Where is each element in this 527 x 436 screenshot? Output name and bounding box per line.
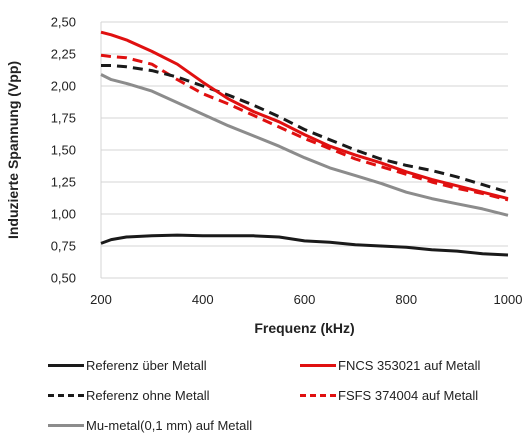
series-line-0 <box>100 233 509 257</box>
legend-label: FNCS 353021 auf Metall <box>338 358 481 373</box>
legend: Referenz über Metall FNCS 353021 auf Met… <box>0 350 527 436</box>
x-tick-label: 400 <box>192 292 214 307</box>
legend-label: Referenz über Metall <box>86 358 207 373</box>
legend-swatch <box>48 364 84 367</box>
y-tick-label: 0,50 <box>51 271 76 286</box>
chart: 0,50 0,75 1,00 1,25 1,50 1,75 2,00 2,25 2,50 200… <box>5 15 522 337</box>
legend-item-fncs-353021: FNCS 353021 auf Metall <box>300 358 480 373</box>
x-tick-label: 600 <box>294 292 316 307</box>
y-tick-label: 0,75 <box>51 239 76 254</box>
series-line-4 <box>100 73 509 217</box>
legend-label: Referenz ohne Metall <box>86 388 210 403</box>
series-lines <box>100 30 509 257</box>
x-axis-title: Frequenz (kHz) <box>254 320 354 336</box>
y-tick-label: 1,25 <box>51 175 76 190</box>
legend-swatch <box>300 394 336 397</box>
series-line-3 <box>100 53 509 202</box>
legend-item-mu-metal: Mu-metal(0,1 mm) auf Metall <box>48 418 252 433</box>
gridlines <box>100 21 508 279</box>
y-tick-label: 1,00 <box>51 207 76 222</box>
legend-swatch <box>48 394 84 397</box>
legend-label: Mu-metal(0,1 mm) auf Metall <box>86 418 253 433</box>
legend-swatch <box>300 364 336 367</box>
y-tick-label: 1,75 <box>51 111 76 126</box>
y-tick-label: 2,50 <box>51 15 76 30</box>
legend-item-fsfs-374004: FSFS 374004 auf Metall <box>300 388 478 403</box>
y-tick-label: 1,50 <box>51 143 76 158</box>
legend-item-referenz-ohne-metall: Referenz ohne Metall <box>48 388 210 403</box>
y-tick-label: 2,00 <box>51 79 76 94</box>
x-tick-labels: 200 400 600 800 1000 <box>90 292 522 307</box>
x-tick-label: 1000 <box>494 292 523 307</box>
legend-label: FSFS 374004 auf Metall <box>338 388 479 403</box>
series-line-2 <box>101 64 509 194</box>
series-line-1 <box>100 30 509 201</box>
legend-item-referenz-ueber-metall: Referenz über Metall <box>48 358 207 373</box>
y-axis-title: Induzierte Spannung (Vpp) <box>5 61 21 239</box>
x-tick-label: 200 <box>90 292 112 307</box>
x-tick-label: 800 <box>395 292 417 307</box>
y-tick-labels: 0,50 0,75 1,00 1,25 1,50 1,75 2,00 2,25 2,50 <box>51 15 76 286</box>
legend-swatch <box>48 424 84 427</box>
y-tick-label: 2,25 <box>51 47 76 62</box>
